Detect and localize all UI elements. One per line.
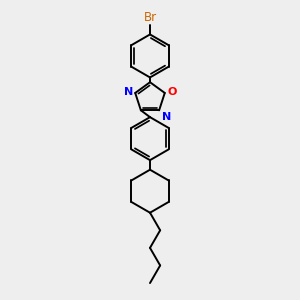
Text: N: N bbox=[124, 87, 133, 97]
Text: Br: Br bbox=[143, 11, 157, 24]
Text: O: O bbox=[168, 87, 177, 97]
Text: N: N bbox=[161, 112, 171, 122]
